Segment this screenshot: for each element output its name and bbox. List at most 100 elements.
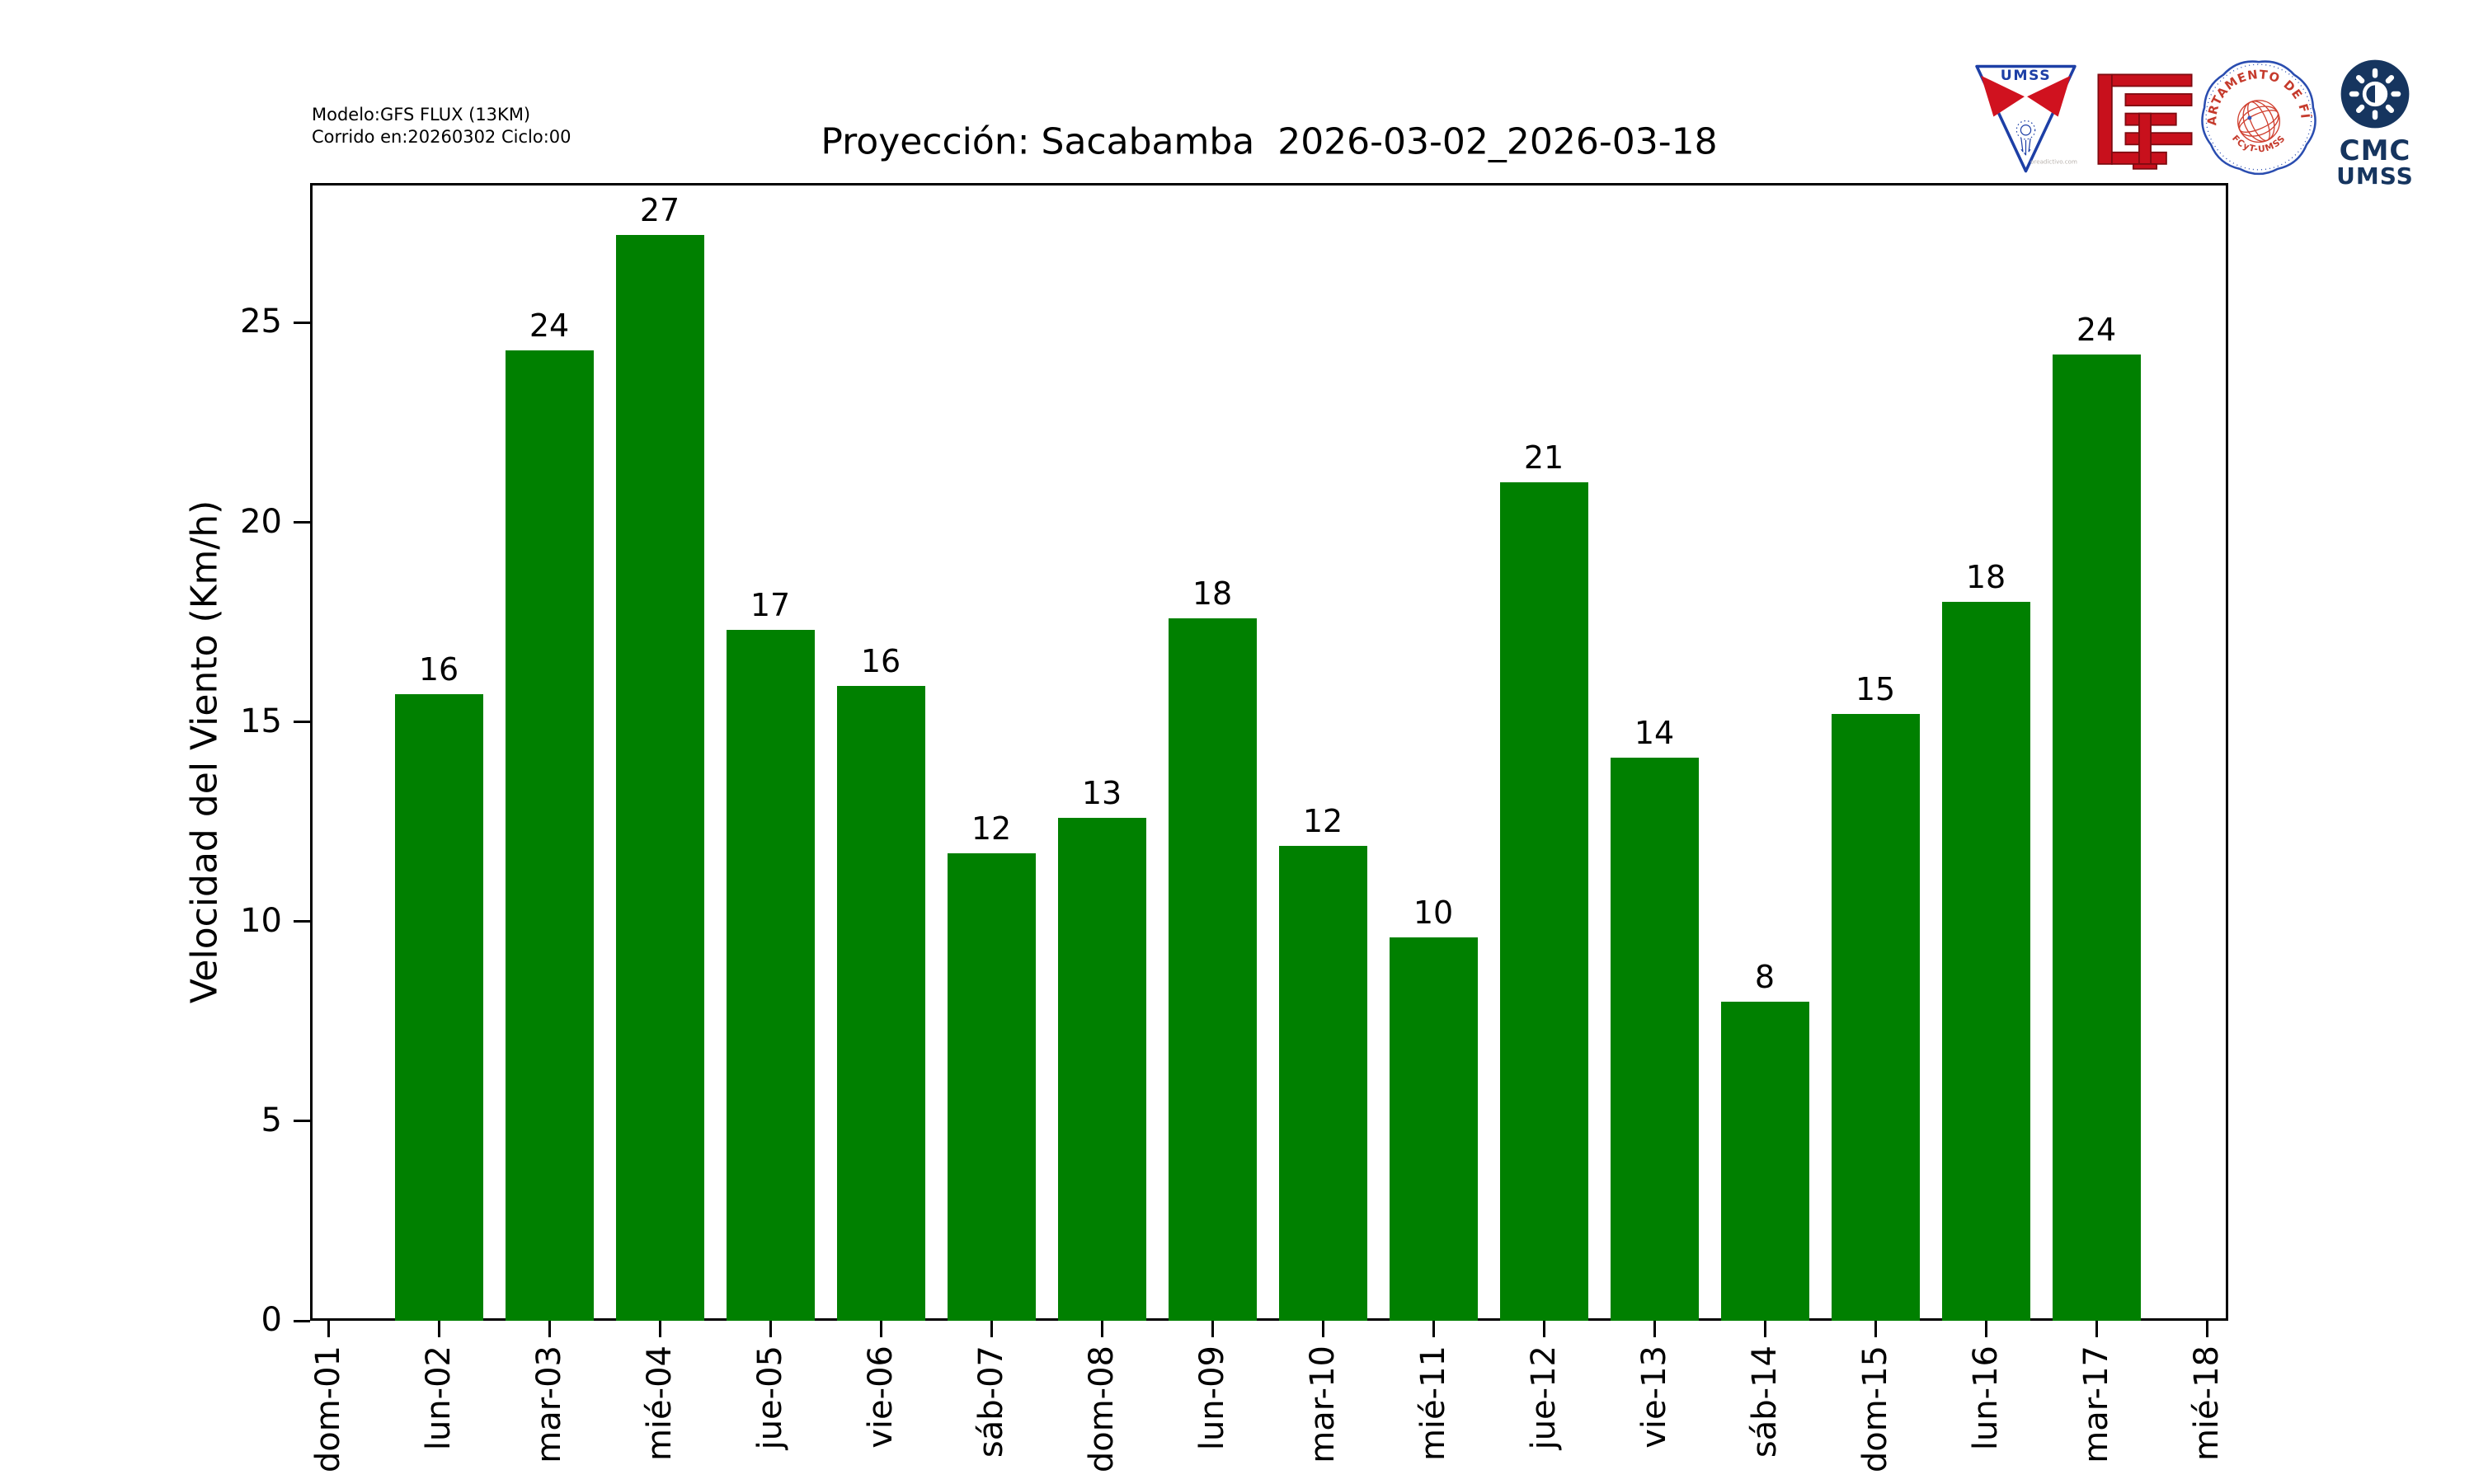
cmc-gear-rays (2349, 68, 2401, 120)
cmc-crescent (2375, 84, 2385, 104)
x-tick-label: jue-12 (1525, 1345, 1563, 1450)
x-tick-label: lun-09 (1193, 1345, 1231, 1451)
bar-value-label: 12 (1302, 802, 1343, 839)
bar-value-label: 10 (1413, 895, 1454, 932)
bar (394, 693, 483, 1321)
pennant-emblem (2015, 120, 2036, 156)
x-tick-mark (1874, 1321, 1877, 1337)
y-tick-mark (294, 721, 310, 724)
cmc-label-line1: CMC (2339, 134, 2411, 167)
bar (1610, 758, 1699, 1321)
fcyt-red-logo (2097, 73, 2193, 170)
cmc-logo-icon (2340, 59, 2410, 129)
bar (615, 234, 704, 1321)
page-title: Proyección: Sacabamba 2026-03-02_2026-03… (821, 120, 1718, 163)
bar (1389, 937, 1478, 1321)
x-tick-mark (327, 1321, 330, 1337)
y-tick-label: 20 (240, 502, 282, 541)
model-info: Modelo:GFS FLUX (13KM) Corrido en:202603… (312, 104, 571, 148)
y-tick-mark (294, 1120, 310, 1123)
x-tick-mark (1321, 1321, 1324, 1337)
x-tick-label: mié-18 (2188, 1345, 2226, 1462)
bar (726, 630, 815, 1321)
x-tick-mark (1100, 1321, 1103, 1337)
bar-value-label: 24 (2076, 312, 2117, 349)
cmc-label-line2: UMSS (2336, 162, 2414, 190)
bar (1168, 618, 1257, 1321)
x-tick-mark (1432, 1321, 1435, 1337)
bar-value-label: 17 (750, 587, 791, 624)
x-tick-label: sáb-14 (1746, 1345, 1784, 1458)
y-tick-label: 25 (240, 303, 282, 341)
x-tick-label: mié-11 (1414, 1345, 1452, 1462)
x-tick-label: mar-10 (1304, 1345, 1342, 1463)
bar (947, 853, 1036, 1321)
x-tick-label: mar-03 (530, 1345, 568, 1463)
x-tick-mark (548, 1321, 551, 1337)
bar-value-label: 14 (1634, 715, 1675, 752)
x-tick-label: vie-13 (1635, 1345, 1673, 1449)
x-tick-label: jue-05 (751, 1345, 789, 1450)
fisica-department-seal: DEPARTAMENTO DE FÍSICA FCyT-UMSS (2196, 54, 2316, 176)
x-tick-mark (658, 1321, 661, 1337)
model-info-line1: Modelo:GFS FLUX (13KM) (312, 105, 531, 124)
x-tick-label: dom-15 (1856, 1345, 1894, 1473)
x-tick-label: dom-08 (1083, 1345, 1121, 1473)
bar-value-label: 27 (639, 191, 680, 228)
bar (1941, 602, 2030, 1321)
bar (505, 350, 594, 1321)
x-tick-mark (1763, 1321, 1766, 1337)
bar-value-label: 13 (1081, 774, 1122, 811)
x-tick-mark (2205, 1321, 2208, 1337)
x-tick-label: mié-04 (641, 1345, 679, 1462)
seal-wavy-border (2201, 60, 2316, 176)
model-info-line2: Corrido en:20260302 Ciclo:00 (312, 127, 571, 147)
x-tick-mark (1211, 1321, 1214, 1337)
x-tick-label: mar-17 (2077, 1345, 2115, 1463)
x-tick-label: vie-06 (862, 1345, 900, 1449)
bar (1278, 845, 1367, 1321)
pennant-red-left (1981, 75, 2025, 117)
y-tick-mark (294, 321, 310, 324)
bar-value-label: 12 (971, 810, 1012, 848)
y-tick-mark (294, 1319, 310, 1322)
plot-area (310, 183, 2228, 1321)
bar-value-label: 18 (1192, 575, 1233, 612)
bar (2052, 355, 2141, 1321)
y-tick-label: 0 (261, 1301, 282, 1340)
x-tick-label: lun-16 (1967, 1345, 2005, 1451)
y-tick-mark (294, 521, 310, 524)
x-tick-label: dom-01 (309, 1345, 347, 1473)
y-tick-label: 5 (261, 1101, 282, 1139)
y-tick-label: 10 (240, 901, 282, 940)
bar (1499, 482, 1588, 1321)
x-tick-mark (1542, 1321, 1545, 1337)
bar-value-label: 16 (418, 650, 459, 688)
bar-value-label: 24 (529, 308, 570, 345)
x-tick-mark (769, 1321, 772, 1337)
x-tick-mark (2095, 1321, 2098, 1337)
x-tick-mark (1984, 1321, 1987, 1337)
pennant-umss-text: UMSS (2001, 68, 2051, 84)
umss-pennant-logo: UMSS oreadictivo.com (1975, 64, 2077, 173)
bar-value-label: 15 (1855, 671, 1896, 707)
x-tick-label: lun-02 (420, 1345, 458, 1451)
bar-value-label: 16 (860, 643, 901, 680)
pennant-watermark: oreadictivo.com (2030, 157, 2077, 165)
bar-value-label: 8 (1754, 958, 1776, 995)
y-tick-label: 15 (240, 702, 282, 740)
bar (1831, 714, 1920, 1321)
bar (1720, 1001, 1809, 1321)
bar (836, 686, 925, 1321)
y-tick-mark (294, 920, 310, 923)
pennant-red-right (2027, 75, 2071, 117)
x-tick-mark (879, 1321, 882, 1337)
x-tick-mark (437, 1321, 440, 1337)
bar (1057, 817, 1146, 1321)
bar-value-label: 18 (1965, 559, 2006, 596)
x-tick-label: sáb-07 (972, 1345, 1010, 1458)
x-tick-mark (1653, 1321, 1656, 1337)
x-tick-mark (990, 1321, 993, 1337)
seal-globe (2237, 100, 2280, 143)
